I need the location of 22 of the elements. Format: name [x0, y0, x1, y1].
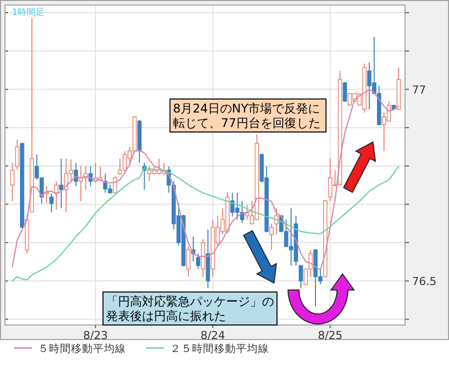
candlestick	[328, 158, 332, 202]
candlestick	[196, 253, 200, 270]
annotation: 「円高対応緊急パッケージ」の発表後は円高に振れた	[106, 294, 274, 323]
y-tick-label: 77	[412, 83, 426, 96]
candlestick	[49, 193, 54, 213]
x-tick-label: 8/23	[83, 329, 108, 342]
legend-label: ５時間移動平均線	[38, 342, 126, 355]
annotation: 8月24日のNY市場で反発に転じて、77円台を回復した	[173, 102, 320, 130]
candlestick	[269, 223, 274, 250]
x-tick-label: 8/24	[200, 329, 226, 342]
line-series	[12, 166, 400, 282]
legend-label: ２５時間移動平均線	[170, 342, 269, 355]
candlestick	[298, 264, 303, 289]
candlestick	[186, 246, 190, 278]
y-tick-label: 76.5	[412, 274, 436, 288]
x-tick-label: 8/25	[318, 329, 343, 342]
candlestick	[342, 82, 347, 102]
annotation: 1時間足	[12, 7, 45, 18]
candlestick	[59, 158, 64, 209]
candlestick	[54, 180, 58, 210]
candlestick	[10, 162, 14, 202]
candlestick	[15, 139, 20, 170]
